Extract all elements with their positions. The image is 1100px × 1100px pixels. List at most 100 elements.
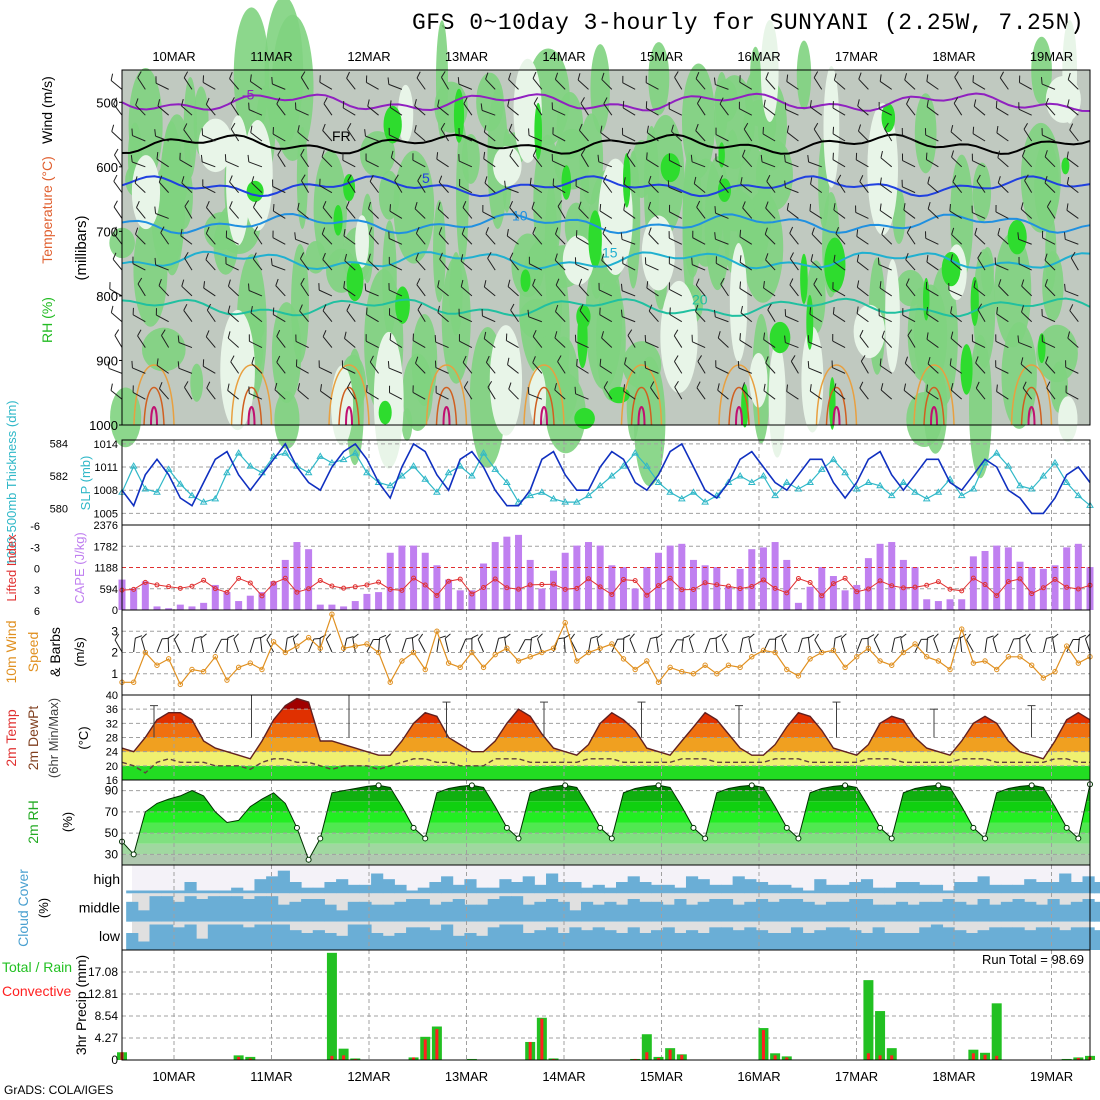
cloud-middle-bar <box>954 901 967 922</box>
rh-contour-70 <box>461 133 480 184</box>
cloud-middle-bar <box>417 899 430 922</box>
cloud-middle-bar <box>1024 901 1037 922</box>
wind-barb <box>704 638 711 653</box>
wind-barb <box>435 341 449 349</box>
wind-barb <box>715 366 729 374</box>
date-label-bottom: 15MAR <box>640 1069 683 1084</box>
wind-barb <box>858 78 869 90</box>
wind-speed-point <box>959 626 965 632</box>
wind-barb-flag <box>532 149 537 156</box>
wind-barb-flag <box>177 335 180 343</box>
wind-barb <box>347 180 356 193</box>
wind-barb-flag <box>927 356 931 364</box>
wind-barb-flag <box>555 278 560 286</box>
wind-barb <box>437 106 449 116</box>
rh-point <box>317 835 324 842</box>
rh-contour-90 <box>576 304 591 329</box>
thickness-point <box>1027 485 1036 492</box>
cape-bar <box>585 542 593 610</box>
li-line <box>121 577 1091 597</box>
rh-contour-low <box>853 304 885 359</box>
rh-contour-90 <box>1007 219 1027 255</box>
wind-barb <box>646 287 659 297</box>
wind-barb <box>765 78 776 90</box>
wind-barb-flag <box>483 331 487 339</box>
tick-label: 0 <box>111 1053 118 1067</box>
cloud-high-bar <box>674 887 687 894</box>
isotherm-30 <box>630 387 653 426</box>
cloud-middle-bar <box>511 896 524 922</box>
wind-barb <box>1066 158 1079 168</box>
wind-barb <box>1067 105 1079 116</box>
cloud-middle-bar <box>242 899 255 922</box>
wind-barb-flag <box>741 382 746 390</box>
wind-barb <box>114 639 123 653</box>
li-point <box>224 589 230 595</box>
cape-axis-label: CAPE (J/kg) <box>72 532 87 604</box>
wind-barb <box>1042 341 1056 348</box>
wind-barb-flag <box>623 177 626 185</box>
wind-barb <box>878 108 892 116</box>
wind-barb <box>669 288 683 297</box>
rh-contour-70 <box>519 298 556 339</box>
wind-barb <box>416 284 426 297</box>
precip-total-bar <box>991 1003 1002 1060</box>
slp-axis-label: SLP (mb) <box>78 456 93 511</box>
tick-label: 600 <box>96 160 118 175</box>
cloud-high-bar <box>126 890 139 894</box>
precip-convective-bar <box>248 1058 252 1060</box>
rh-contour-70 <box>972 162 992 222</box>
wind-barb-flag <box>1070 251 1076 259</box>
wind-barb <box>856 638 863 653</box>
wind-barb <box>570 639 578 653</box>
cloud-low-bar <box>732 930 745 950</box>
cape-bar <box>316 604 324 610</box>
wind-barb-flag <box>112 252 117 260</box>
wind-barb <box>226 637 229 653</box>
wind-barb-flag <box>674 71 679 78</box>
wind-barb <box>412 340 426 348</box>
wind-speed-point <box>154 662 160 668</box>
rh-contour-70 <box>755 139 794 211</box>
li-point <box>247 580 253 586</box>
wind-barb-flag <box>927 202 931 210</box>
wind-barb-flag <box>200 154 203 162</box>
wind-barb <box>508 388 519 400</box>
thickness-point <box>479 449 488 456</box>
li-point <box>784 590 790 596</box>
wind-barb <box>954 77 963 90</box>
wind-barb-flag <box>440 122 446 130</box>
thickness-point <box>864 478 873 485</box>
rh-contour-low <box>660 280 698 393</box>
cape-bar <box>783 559 791 610</box>
wind-barb-flag <box>620 232 623 240</box>
precip-convective-bar <box>353 1058 357 1060</box>
cloud-low-bar <box>254 924 267 950</box>
tick-label: 1008 <box>94 485 118 497</box>
cloud-high-bar <box>266 876 279 894</box>
cape-bar <box>200 602 208 610</box>
wind-barb <box>926 391 939 400</box>
wind-barb-flag <box>600 125 603 133</box>
wind-speed-point <box>165 656 172 662</box>
wind-barb-flag <box>860 355 866 362</box>
wind-barb <box>1018 238 1032 245</box>
thickness-point <box>724 478 733 485</box>
wind-barb-flag <box>483 280 487 288</box>
wind-barb <box>301 180 310 193</box>
precip-convective-bar <box>656 1057 660 1060</box>
cloud-high-bar <box>394 884 407 894</box>
wind-barb-flag <box>714 232 716 240</box>
wind-barb-flag <box>905 278 910 286</box>
wind-barb <box>857 261 869 271</box>
wind-barb <box>225 160 239 168</box>
wind-barb-flag <box>343 280 346 289</box>
thickness-point <box>911 488 919 495</box>
wind-barb <box>813 77 823 90</box>
rh-contour-low <box>823 66 840 188</box>
wind-speed-point <box>434 628 440 634</box>
isotherm-label: 10 <box>512 208 528 224</box>
wind-speed-point <box>737 664 743 671</box>
wind-barb-flag <box>856 254 860 262</box>
wind-barb <box>342 107 356 116</box>
